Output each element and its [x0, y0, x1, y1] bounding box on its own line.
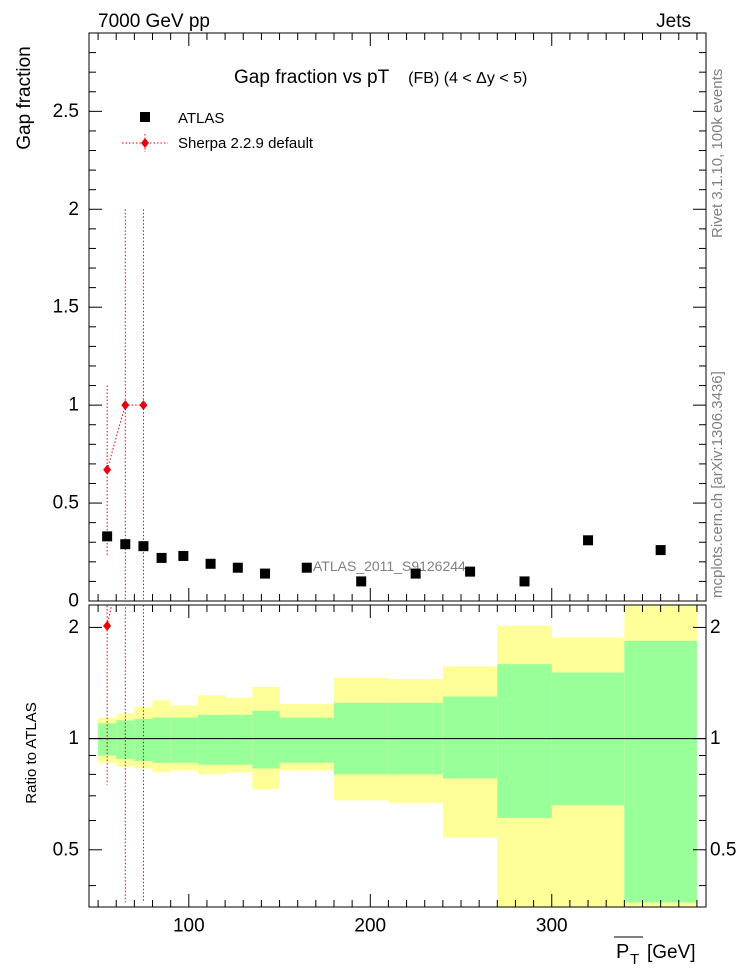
ratio-stat-uncertainty-band: [197, 714, 226, 765]
ratio-uncertainty-bands: [98, 605, 697, 907]
atlas-point: [102, 531, 113, 542]
plot-title-suffix: (FB) (4 < Δy < 5): [408, 70, 527, 87]
mcplots-reference-label: mcplots.cern.ch [arXiv:1306.3436]: [709, 371, 726, 598]
atlas-point: [410, 568, 421, 579]
sherpa-point: [121, 400, 130, 411]
atlas-point: [260, 568, 271, 579]
ratio-stat-uncertainty-band: [116, 720, 135, 760]
x-axis-label: P T [GeV]: [614, 936, 696, 968]
main-data-points: [102, 209, 666, 601]
atlas-point: [205, 558, 216, 569]
legend-sherpa-label: Sherpa 2.2.9 default: [178, 135, 314, 152]
ratio-stat-uncertainty-band: [624, 640, 697, 903]
atlas-point: [465, 566, 476, 577]
atlas-point: [655, 545, 666, 556]
main-panel-frame: [88, 32, 707, 602]
header-energy-label: 7000 GeV pp: [98, 11, 210, 32]
atlas-point: [120, 539, 131, 550]
legend: ATLAS Sherpa 2.2.9 default: [122, 110, 314, 152]
atlas-point: [519, 576, 530, 587]
ratio-y-tick-label-right: 1: [710, 728, 721, 749]
x-tick-labels: 100 200 300: [173, 916, 568, 937]
ratio-y-tick-label-right: 0.5: [710, 839, 736, 860]
main-y-tick-label: 0: [68, 591, 79, 612]
atlas-point: [156, 552, 167, 563]
x-axis-label-unit: [GeV]: [647, 942, 696, 963]
ratio-stat-uncertainty-band: [152, 717, 171, 763]
ratio-y-tick-label-right: 2: [710, 617, 721, 638]
sherpa-point: [139, 400, 148, 411]
x-tick-label: 100: [173, 916, 205, 937]
legend-atlas-label: ATLAS: [178, 110, 224, 127]
analysis-watermark: ATLAS_2011_S9126244: [313, 558, 466, 574]
ratio-stat-uncertainty-band: [442, 696, 498, 779]
x-axis-label-subscript: T: [630, 951, 639, 968]
ratio-y-axis-label: Ratio to ATLAS: [23, 702, 40, 803]
x-axis-label-symbol: P: [616, 941, 629, 963]
ratio-stat-uncertainty-band: [497, 664, 552, 818]
atlas-point: [356, 576, 367, 587]
atlas-point: [138, 541, 149, 552]
rivet-version-label: Rivet 3.1.10, 100k events: [709, 69, 726, 238]
sherpa-point: [103, 464, 112, 475]
x-tick-label: 300: [536, 916, 568, 937]
x-tick-label: 200: [354, 916, 386, 937]
plot-title-main: Gap fraction vs pT: [234, 67, 390, 88]
ratio-stat-uncertainty-band: [279, 717, 334, 763]
ratio-stat-uncertainty-band: [225, 714, 253, 765]
main-y-tick-label: 2: [68, 199, 79, 220]
atlas-point: [178, 550, 189, 561]
ratio-data-points: [103, 529, 147, 903]
main-y-tick-labels: 0 0.5 1 1.5 2 2.5: [53, 101, 79, 612]
ratio-stat-uncertainty-band: [252, 710, 280, 769]
axis-ticks: [89, 33, 706, 907]
main-y-tick-label: 2.5: [53, 101, 79, 122]
ratio-y-tick-labels: 0.5 1 2 0.5 1 2: [53, 617, 737, 860]
main-y-tick-label: 0.5: [53, 493, 79, 514]
ratio-y-tick-label-left: 1: [68, 728, 79, 749]
header-process-label: Jets: [656, 11, 691, 32]
ratio-stat-uncertainty-band: [170, 717, 198, 763]
ratio-sherpa-point: [103, 620, 112, 631]
ratio-stat-uncertainty-band: [134, 718, 153, 761]
plot-title: Gap fraction vs pT (FB) (4 < Δy < 5): [234, 67, 527, 88]
ratio-sherpa-point: [139, 529, 147, 539]
atlas-point: [301, 562, 312, 573]
ratio-y-tick-label-left: 2: [68, 617, 79, 638]
legend-sherpa-marker: [141, 138, 149, 148]
ratio-y-tick-label-left: 0.5: [53, 839, 79, 860]
main-y-tick-label: 1: [68, 395, 79, 416]
atlas-point: [583, 535, 594, 546]
main-y-tick-label: 1.5: [53, 297, 79, 318]
legend-atlas-marker: [140, 112, 150, 122]
atlas-point: [232, 562, 243, 573]
main-y-axis-label: Gap fraction: [14, 46, 35, 150]
